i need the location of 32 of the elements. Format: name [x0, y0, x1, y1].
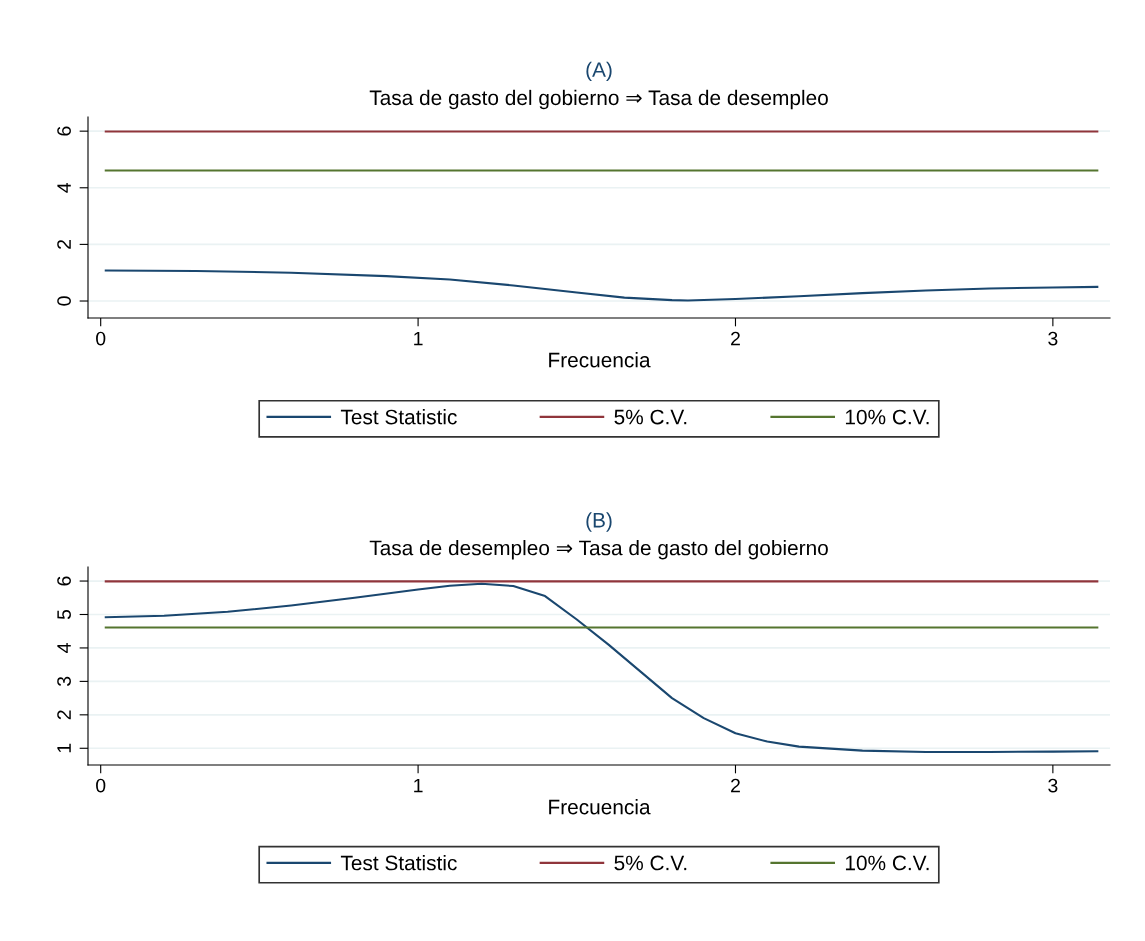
x-tick-label: 3	[1048, 778, 1058, 793]
x-axis-title: Frecuencia	[549, 352, 651, 368]
x-tick-label: 1	[414, 331, 423, 346]
y-tick-label: 2	[57, 239, 71, 249]
chart-title: (B)	[586, 512, 612, 532]
y-tick-label: 3	[57, 676, 71, 687]
y-tick-label: 2	[57, 710, 71, 720]
legend-label: Test Statistic	[340, 409, 457, 425]
x-tick-label: 2	[731, 331, 740, 346]
line-series	[104, 582, 1099, 753]
chart-title: (A)	[586, 61, 612, 82]
chart-subtitle: Tasa de desempleo ⇒ Tasa de gasto del gobierno	[369, 540, 828, 560]
chart-subtitle: Tasa de gasto del gobierno ⇒ Tasa de desempleo	[369, 89, 828, 110]
x-tick-label: 2	[731, 778, 740, 793]
y-tick-label: 1	[57, 743, 71, 753]
y-tick-label: 4	[57, 643, 71, 653]
y-tick-label: 6	[57, 576, 71, 586]
legend-label: 5% C.V.	[614, 409, 687, 425]
x-tick-label: 0	[96, 331, 106, 346]
x-axis-title: Frecuencia	[549, 799, 651, 815]
x-tick-label: 0	[96, 778, 106, 793]
y-tick-label: 4	[57, 182, 71, 193]
line-series	[104, 269, 1099, 302]
y-tick-label: 5	[57, 609, 71, 620]
legend-label: 10% C.V.	[845, 409, 929, 425]
y-tick-label: 0	[57, 296, 71, 306]
x-tick-label: 3	[1048, 331, 1058, 346]
x-tick-label: 1	[414, 778, 423, 793]
legend-label: 10% C.V.	[845, 855, 929, 871]
legend-label: Test Statistic	[340, 855, 457, 871]
y-tick-label: 6	[57, 126, 71, 136]
legend-label: 5% C.V.	[614, 855, 687, 871]
